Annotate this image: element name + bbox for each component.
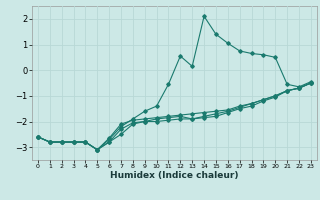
X-axis label: Humidex (Indice chaleur): Humidex (Indice chaleur) [110, 171, 239, 180]
